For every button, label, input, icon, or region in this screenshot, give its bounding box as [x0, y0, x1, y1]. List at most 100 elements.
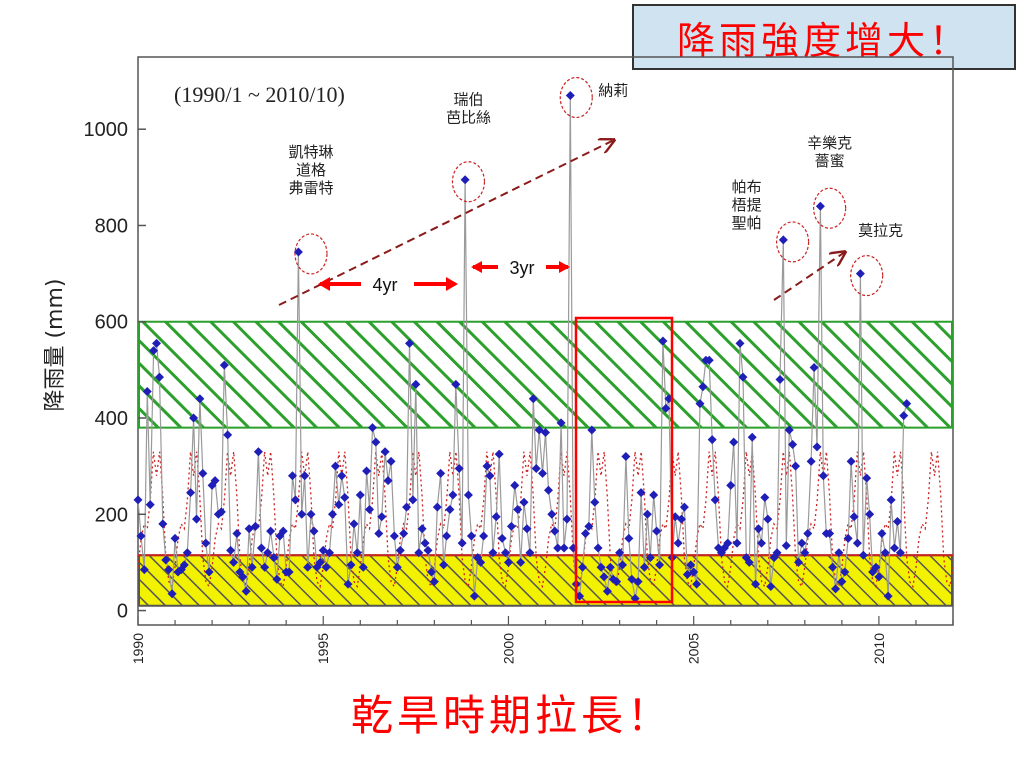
data-point [136, 531, 146, 541]
data-point [506, 521, 516, 531]
typhoon-label-line: 辛樂克 [807, 134, 852, 152]
data-point [352, 548, 362, 558]
data-point [198, 468, 208, 478]
data-point [760, 492, 770, 502]
data-point [358, 562, 368, 572]
data-point [503, 557, 513, 567]
headline-box: 降雨強度增大！ [632, 4, 1016, 70]
typhoon-label: 帕布梧提聖帕 [732, 178, 762, 232]
data-point [500, 548, 510, 558]
data-point [365, 504, 375, 514]
mean-curve-layer [137, 451, 954, 589]
data-point [615, 548, 625, 558]
data-point [399, 529, 409, 539]
peak-circle [559, 76, 593, 119]
data-point [186, 488, 196, 498]
data-point [149, 346, 159, 356]
data-point [676, 514, 686, 524]
data-point [612, 577, 622, 587]
y-tick-label: 600 [95, 312, 128, 334]
y-tick-label: 0 [117, 601, 128, 623]
data-point [899, 411, 909, 421]
peak-circle [850, 255, 884, 297]
data-point [895, 548, 905, 558]
x-tick-label: 2000 [500, 633, 516, 664]
data-point [735, 338, 745, 348]
data-point [429, 577, 439, 587]
data-point [883, 591, 893, 601]
data-point [729, 437, 739, 447]
band-wet [138, 320, 953, 429]
data-point [686, 560, 696, 570]
data-point [812, 442, 822, 452]
data-point [436, 468, 446, 478]
data-point [590, 497, 600, 507]
data-point [775, 375, 785, 385]
data-point [738, 372, 748, 382]
series-line [137, 95, 908, 599]
data-point [695, 399, 705, 409]
typhoon-label: 納莉 [598, 82, 628, 100]
series-line-layer [137, 95, 908, 599]
data-point [303, 562, 313, 572]
data-point [405, 338, 415, 348]
data-point [538, 468, 548, 478]
data-point [843, 533, 853, 543]
data-point [766, 581, 776, 591]
data-point [519, 497, 529, 507]
data-point [707, 435, 717, 445]
data-point [466, 531, 476, 541]
data-point [732, 538, 742, 548]
data-point [809, 362, 819, 372]
data-point [334, 500, 344, 510]
data-point [164, 565, 174, 575]
data-point [219, 360, 229, 370]
data-point [223, 430, 233, 440]
data-point [210, 476, 220, 486]
data-point [902, 399, 912, 409]
data-point [395, 545, 405, 555]
data-point [658, 336, 668, 346]
data-point [639, 562, 649, 572]
data-point [152, 338, 162, 348]
bands-layer [138, 320, 953, 607]
data-point [581, 529, 591, 539]
data-point [432, 502, 442, 512]
data-point [784, 425, 794, 435]
data-point [862, 473, 872, 483]
data-point [256, 543, 266, 553]
x-axis: 1990 1995 2000 2005 2010 [130, 616, 954, 664]
gap-4yr-annotation: 4yr [318, 275, 458, 295]
period-label: (1990/1 ~ 2010/10) [174, 82, 345, 107]
data-point [781, 541, 791, 551]
data-point [238, 572, 248, 582]
data-point [476, 557, 486, 567]
data-point [306, 509, 316, 519]
y-tick-label: 800 [95, 215, 128, 237]
data-point [411, 379, 421, 389]
data-point [482, 461, 492, 471]
data-point [513, 504, 523, 514]
data-point [778, 235, 788, 245]
data-point [340, 492, 350, 502]
data-point [624, 533, 634, 543]
data-point [886, 495, 896, 505]
data-point [182, 548, 192, 558]
data-point [673, 538, 683, 548]
data-point [241, 586, 251, 596]
data-point [562, 514, 572, 524]
typhoon-label-line: 帕布 [732, 178, 762, 196]
data-point [652, 526, 662, 536]
peak-circle [813, 187, 847, 229]
data-point [232, 529, 242, 539]
data-point [367, 423, 377, 433]
data-point [791, 461, 801, 471]
gap-3yr-annotation: 3yr [471, 258, 570, 278]
trend-arrow-recent [773, 252, 845, 301]
data-point [158, 519, 168, 529]
trend-arrow-main [278, 140, 614, 306]
typhoon-label: 瑞伯芭比絲 [446, 91, 491, 127]
data-point [389, 531, 399, 541]
data-point [392, 562, 402, 572]
